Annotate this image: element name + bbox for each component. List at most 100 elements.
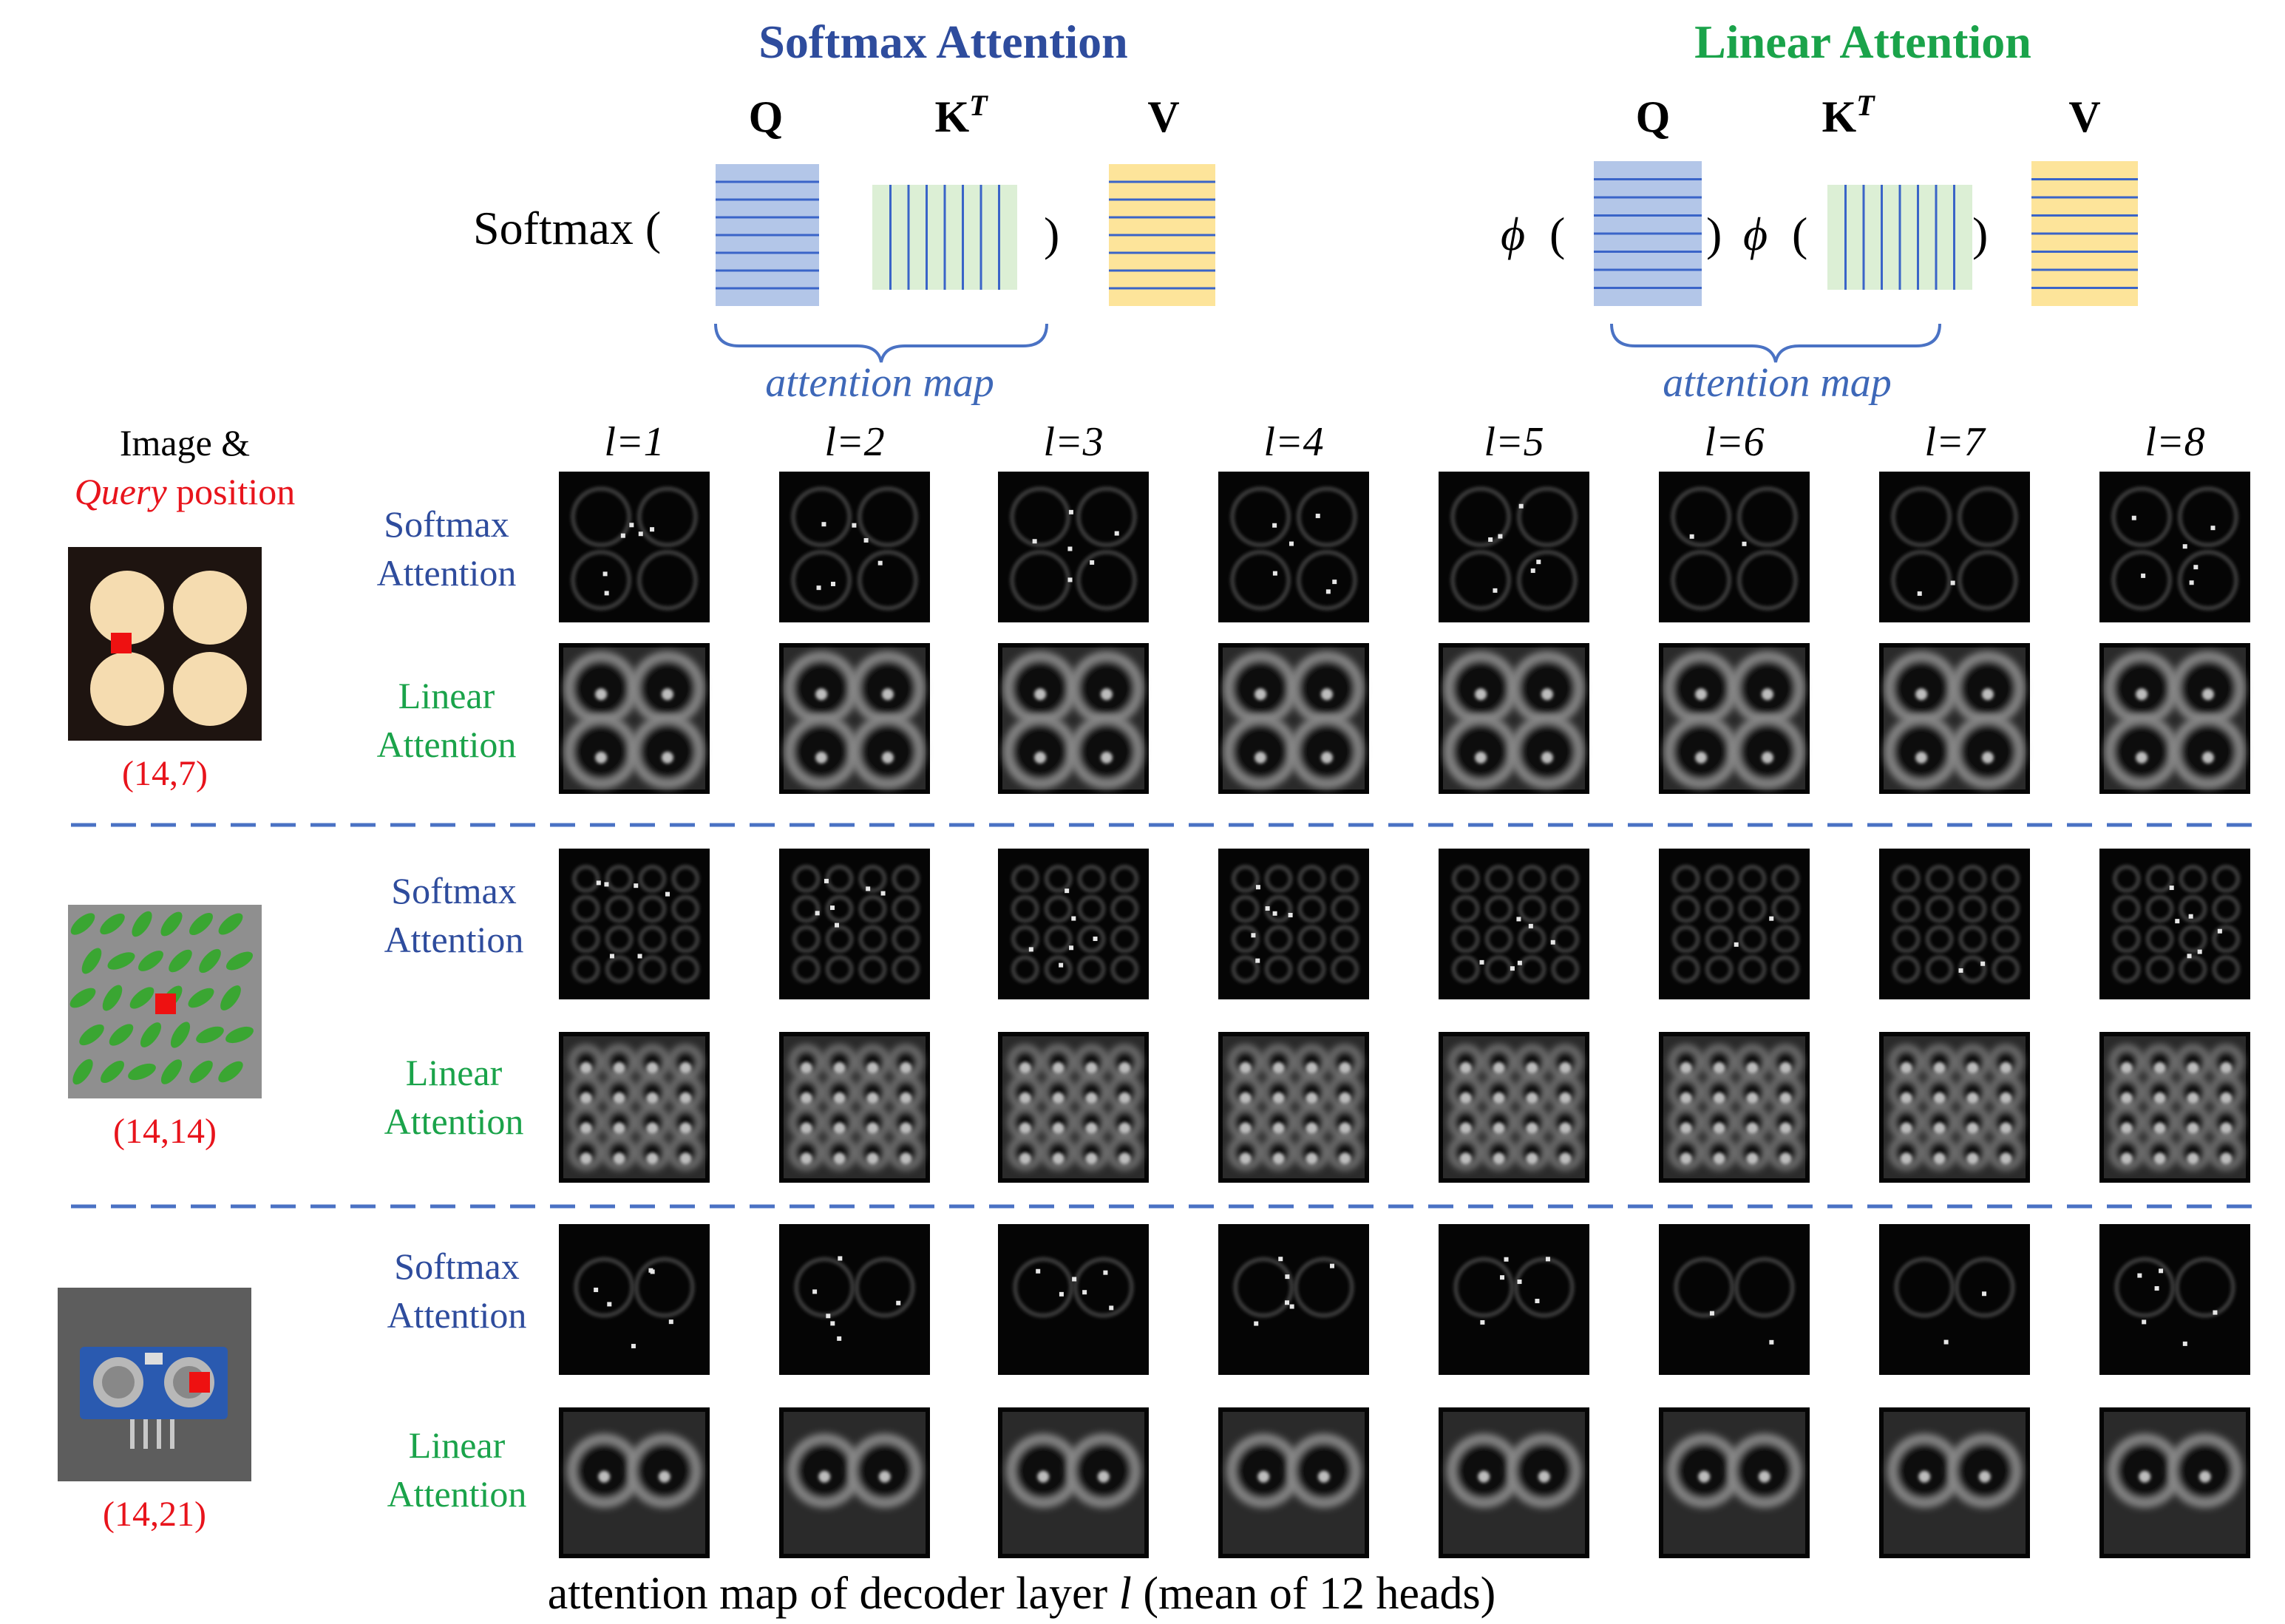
attention-peak	[815, 911, 820, 916]
attention-ring	[1957, 486, 2018, 548]
attention-ring	[571, 955, 600, 984]
attention-peak	[1254, 751, 1267, 764]
attention-peak	[1958, 968, 1963, 973]
attention-ring	[2145, 925, 2174, 954]
linear-k-superscript: T	[1856, 89, 1875, 122]
attention-ring	[1671, 955, 1700, 984]
softmax-k-superscript: T	[969, 89, 988, 122]
attention-peak	[1536, 560, 1541, 565]
attention-peak	[1709, 1311, 1714, 1316]
attention-ring	[1331, 864, 1359, 893]
attention-map-s3-softmax-l2	[779, 1224, 930, 1375]
softmax-row-label-line2: Attention	[377, 552, 517, 594]
attention-ring	[1705, 955, 1734, 984]
attention-peak	[1535, 1299, 1540, 1304]
attention-ring	[2112, 925, 2141, 954]
attention-peak	[1052, 1152, 1065, 1165]
attention-map-s2-softmax-l1	[559, 849, 710, 999]
capsule	[79, 1024, 104, 1046]
attention-peak	[1680, 1152, 1692, 1165]
attention-map-s3-softmax-l3	[998, 1224, 1149, 1375]
query-position-1: (14,7)	[122, 754, 208, 793]
attention-peak	[900, 1152, 912, 1165]
attention-ring	[1011, 864, 1039, 893]
attention-ring	[2212, 925, 2241, 954]
attention-peak	[829, 906, 835, 911]
attention-peak	[1900, 1092, 1912, 1104]
attention-peak	[1933, 1061, 1946, 1074]
attention-ring	[571, 486, 632, 548]
attention-ring	[574, 1257, 635, 1318]
attention-peak	[1069, 945, 1074, 951]
attention-peak	[863, 537, 869, 543]
attention-peak	[1493, 1122, 1505, 1135]
attention-peak	[1695, 751, 1708, 764]
attention-ring	[1734, 1257, 1795, 1318]
attention-map-s2-linear-l1	[559, 1032, 710, 1183]
linear-attention-brace	[1610, 323, 1941, 363]
attention-ring	[571, 864, 600, 893]
attention-peak	[1559, 1152, 1572, 1165]
softmax-v-matrix	[1109, 164, 1215, 306]
attention-ring	[1044, 955, 1073, 984]
attention-peak	[1917, 591, 1922, 597]
softmax-row-label-line1: Softmax	[394, 1246, 519, 1287]
attention-ring	[2145, 955, 2174, 984]
attention-ring	[2212, 955, 2241, 984]
attention-peak	[2153, 1152, 2166, 1165]
attention-ring	[638, 894, 667, 923]
attention-ring	[1484, 925, 1513, 954]
attention-ring	[858, 925, 887, 954]
attention-map-s3-linear-l3	[998, 1407, 1149, 1558]
attention-peak	[1329, 1263, 1334, 1268]
attention-peak	[1493, 1092, 1505, 1104]
attention-peak	[650, 527, 655, 532]
attention-ring	[1992, 894, 2020, 923]
attention-peak	[1306, 1061, 1318, 1074]
attention-peak	[1982, 1291, 1987, 1297]
attention-peak	[2220, 1061, 2233, 1074]
attention-ring	[892, 955, 920, 984]
attention-ring	[1011, 955, 1039, 984]
attention-ring	[2112, 894, 2141, 923]
attention-map-background	[1218, 1224, 1369, 1375]
attention-peak	[1239, 1092, 1252, 1104]
linear-q-label: Q	[1636, 92, 1671, 141]
attention-ring	[1331, 955, 1359, 984]
attention-peak	[1559, 1061, 1572, 1074]
capsule	[225, 951, 254, 971]
attention-peak	[2210, 526, 2216, 531]
attention-peak	[2175, 919, 2180, 924]
attention-ring	[1551, 864, 1580, 893]
attention-peak	[602, 571, 608, 577]
attention-peak	[580, 1152, 592, 1165]
attention-peak	[1037, 1470, 1050, 1483]
attention-peak	[1746, 1092, 1759, 1104]
attention-map-s2-softmax-l3	[998, 849, 1149, 999]
attention-peak	[1933, 1092, 1946, 1104]
attention-peak	[1093, 937, 1098, 942]
attention-ring	[825, 925, 854, 954]
attention-peak	[826, 1314, 831, 1319]
capsule	[220, 985, 241, 1010]
attention-peak	[1713, 1092, 1725, 1104]
attention-peak	[1019, 1152, 1031, 1165]
attention-peak	[1032, 539, 1037, 544]
attention-peak	[1541, 751, 1553, 764]
attention-map-s2-linear-l3	[998, 1032, 1149, 1183]
attention-map-s1-softmax-l1	[559, 472, 710, 622]
attention-peak	[646, 1092, 659, 1104]
attention-ring	[1044, 925, 1073, 954]
attention-peak	[620, 533, 625, 538]
attention-ring	[2179, 864, 2207, 893]
attention-ring	[1011, 894, 1039, 923]
layer-label-6: l=6	[1704, 419, 1764, 465]
attention-peak	[900, 1061, 912, 1074]
attention-map-s1-linear-l8	[2099, 643, 2250, 794]
attention-map-s2-softmax-l8	[2099, 849, 2250, 999]
attention-peak	[613, 1152, 625, 1165]
attention-peak	[1518, 503, 1524, 509]
attention-peak	[1459, 1061, 1472, 1074]
attention-peak	[1118, 1092, 1131, 1104]
capsule	[100, 913, 125, 935]
